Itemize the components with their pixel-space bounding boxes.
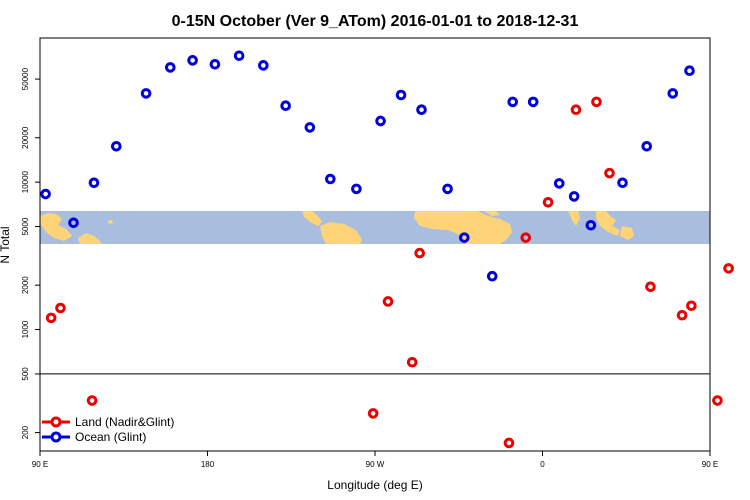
point-ocean bbox=[351, 183, 362, 195]
point-ocean bbox=[507, 96, 519, 108]
x-tick-label: 0 bbox=[540, 460, 545, 469]
point-ocean bbox=[187, 55, 198, 66]
x-tick-label: 180 bbox=[201, 460, 215, 469]
point-ocean bbox=[325, 173, 336, 185]
legend-marker-land bbox=[50, 416, 62, 428]
point-land bbox=[712, 395, 723, 406]
point-land bbox=[45, 312, 57, 324]
point-land bbox=[676, 309, 688, 321]
point-ocean bbox=[416, 104, 427, 115]
point-ocean bbox=[233, 50, 245, 62]
point-ocean bbox=[111, 141, 122, 152]
y-tick-label: 50000 bbox=[21, 67, 30, 90]
chart-title: 0-15N October (Ver 9_ATom) 2016-01-01 to… bbox=[172, 13, 579, 30]
land-mass-southeast-asia bbox=[40, 213, 72, 241]
point-ocean bbox=[641, 141, 653, 152]
data-points bbox=[40, 50, 734, 449]
y-axis-ticks: 200 500 1000 2000 5000 10000 20000 50000 bbox=[21, 67, 40, 439]
point-ocean bbox=[68, 217, 79, 229]
point-land bbox=[570, 104, 582, 115]
point-land bbox=[55, 302, 66, 314]
point-ocean bbox=[164, 62, 176, 73]
point-ocean bbox=[375, 115, 386, 127]
point-ocean bbox=[553, 178, 565, 189]
land-masses bbox=[40, 211, 634, 244]
y-tick-label: 1000 bbox=[21, 320, 30, 338]
world-map-strip bbox=[40, 211, 710, 244]
point-ocean bbox=[258, 60, 269, 71]
land-mass-australia-north bbox=[78, 233, 102, 244]
point-land bbox=[406, 356, 418, 368]
x-axis-label: Longitude (deg E) bbox=[327, 478, 422, 492]
point-land bbox=[382, 296, 394, 307]
point-ocean bbox=[667, 88, 679, 99]
y-axis-label: N Total bbox=[0, 226, 12, 263]
point-ocean bbox=[40, 188, 51, 200]
legend-label-ocean: Ocean (Glint) bbox=[75, 430, 146, 444]
x-axis-ticks: 90 E 180 90 W 0 90 E bbox=[32, 451, 718, 469]
point-ocean bbox=[684, 65, 695, 77]
point-ocean bbox=[304, 122, 316, 133]
point-ocean bbox=[88, 177, 100, 189]
legend: Land (Nadir&Glint) Ocean (Glint) bbox=[42, 415, 174, 444]
y-tick-label: 20000 bbox=[21, 126, 30, 149]
point-land bbox=[503, 437, 515, 449]
point-land bbox=[645, 281, 656, 293]
point-ocean bbox=[459, 232, 470, 243]
plot-frame bbox=[39, 37, 711, 452]
point-ocean bbox=[527, 96, 539, 108]
land-mass-pacific-island bbox=[108, 220, 113, 224]
point-ocean bbox=[568, 191, 580, 202]
y-tick-label: 200 bbox=[21, 425, 30, 439]
land-mass-india bbox=[568, 211, 580, 226]
point-land bbox=[686, 300, 697, 312]
point-ocean bbox=[442, 183, 453, 195]
land-mass-arabia bbox=[484, 211, 500, 216]
point-land bbox=[604, 167, 615, 179]
point-ocean bbox=[140, 88, 152, 99]
point-ocean bbox=[617, 177, 628, 189]
point-land bbox=[520, 232, 532, 243]
point-land bbox=[414, 247, 425, 259]
x-tick-label: 90 E bbox=[32, 460, 48, 469]
land-mass-central-america bbox=[302, 211, 322, 226]
point-ocean bbox=[209, 58, 221, 70]
legend-label-land: Land (Nadir&Glint) bbox=[75, 415, 174, 429]
point-land bbox=[723, 263, 734, 274]
point-land bbox=[542, 196, 554, 208]
legend-marker-ocean bbox=[50, 431, 62, 443]
point-ocean bbox=[395, 89, 407, 101]
x-tick-label: 90 E bbox=[702, 460, 718, 469]
point-ocean bbox=[585, 219, 597, 231]
point-ocean bbox=[486, 270, 498, 282]
land-mass-south-america bbox=[320, 222, 362, 244]
x-tick-label: 90 W bbox=[366, 460, 385, 469]
point-land bbox=[86, 395, 98, 406]
y-tick-label: 5000 bbox=[21, 217, 30, 235]
land-mass-southeast-asia-east bbox=[596, 211, 620, 236]
point-land bbox=[367, 408, 379, 419]
point-ocean bbox=[280, 100, 291, 111]
land-mass-indonesia bbox=[620, 226, 634, 240]
point-land bbox=[591, 96, 602, 108]
y-tick-label: 10000 bbox=[21, 170, 30, 193]
y-tick-label: 500 bbox=[21, 367, 30, 381]
y-tick-label: 2000 bbox=[21, 276, 30, 294]
land-mass-africa bbox=[414, 211, 512, 244]
